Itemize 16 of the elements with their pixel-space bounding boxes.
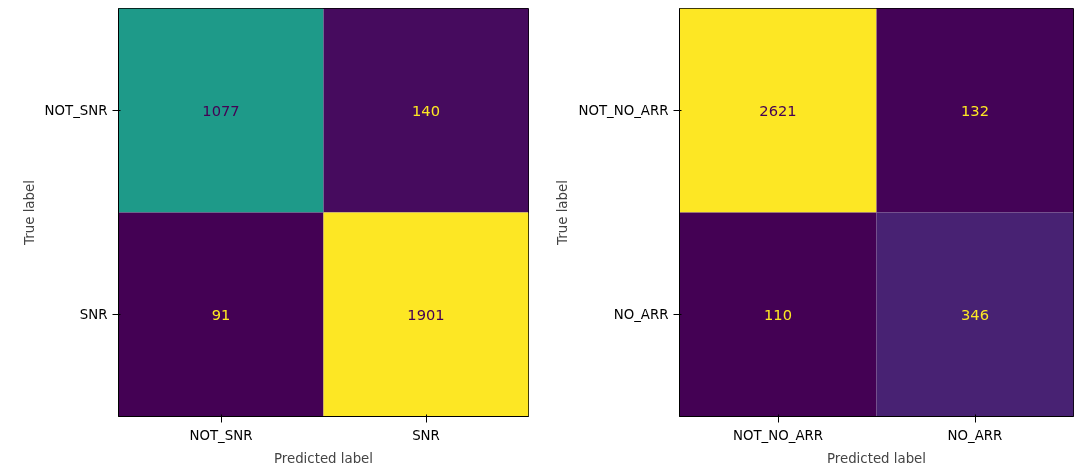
data-label: 140 bbox=[412, 101, 440, 119]
data-label: 1901 bbox=[407, 305, 445, 323]
data-label: 2621 bbox=[759, 101, 797, 119]
y-axis-title: True label bbox=[555, 180, 571, 246]
data-label: 132 bbox=[961, 101, 989, 119]
y-axis-title: True label bbox=[21, 180, 37, 246]
x-axis-title: Predicted label bbox=[273, 450, 374, 466]
data-label: 346 bbox=[961, 305, 989, 323]
data-label: 91 bbox=[211, 305, 231, 323]
x-tick-label: SNR bbox=[412, 427, 440, 443]
data-label: 1077 bbox=[202, 101, 240, 119]
data-label: 110 bbox=[764, 305, 792, 323]
x-tick-label: NO_ARR bbox=[947, 427, 1003, 443]
x-axis-title: Predicted label bbox=[826, 450, 927, 466]
x-tick-label: NOT_SNR bbox=[189, 427, 253, 443]
x-tick-label: NOT_NO_ARR bbox=[732, 427, 824, 443]
